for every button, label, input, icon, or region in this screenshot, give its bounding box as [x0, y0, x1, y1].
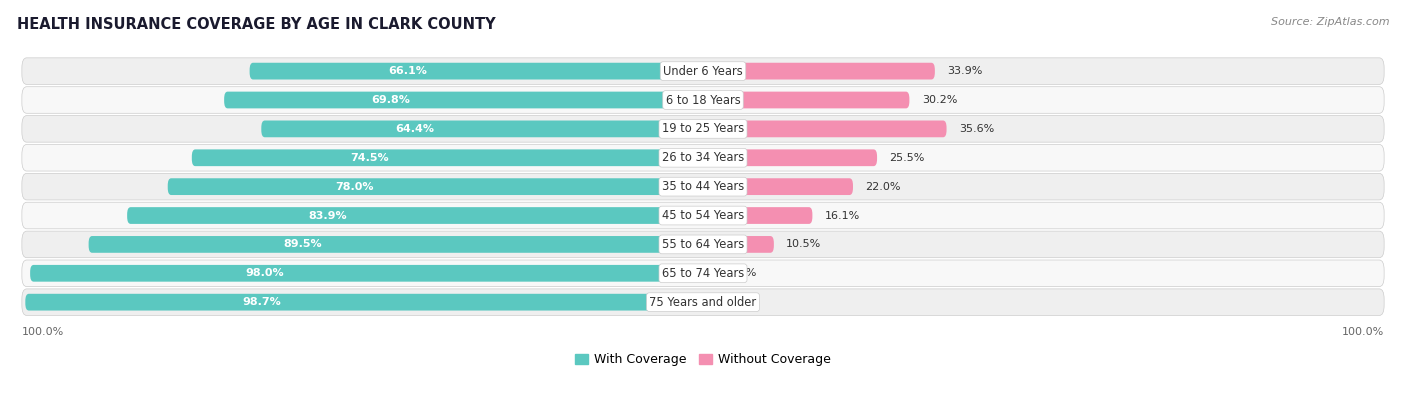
- Text: 74.5%: 74.5%: [350, 153, 389, 163]
- Text: 45 to 54 Years: 45 to 54 Years: [662, 209, 744, 222]
- FancyBboxPatch shape: [703, 265, 716, 282]
- FancyBboxPatch shape: [262, 120, 703, 137]
- FancyBboxPatch shape: [22, 87, 1384, 113]
- FancyBboxPatch shape: [703, 92, 910, 108]
- Text: 64.4%: 64.4%: [395, 124, 434, 134]
- Text: Source: ZipAtlas.com: Source: ZipAtlas.com: [1271, 17, 1389, 27]
- Text: 33.9%: 33.9%: [948, 66, 983, 76]
- FancyBboxPatch shape: [22, 58, 1384, 84]
- FancyBboxPatch shape: [22, 144, 1384, 171]
- Text: 22.0%: 22.0%: [865, 182, 901, 192]
- Text: 65 to 74 Years: 65 to 74 Years: [662, 267, 744, 280]
- Text: 35.6%: 35.6%: [959, 124, 994, 134]
- FancyBboxPatch shape: [191, 149, 703, 166]
- Text: 2.0%: 2.0%: [728, 268, 756, 278]
- Text: 1.3%: 1.3%: [723, 297, 751, 307]
- FancyBboxPatch shape: [703, 178, 853, 195]
- Text: 100.0%: 100.0%: [1341, 327, 1384, 337]
- Legend: With Coverage, Without Coverage: With Coverage, Without Coverage: [575, 354, 831, 366]
- Text: 69.8%: 69.8%: [371, 95, 411, 105]
- Text: 89.5%: 89.5%: [284, 239, 322, 249]
- FancyBboxPatch shape: [22, 173, 1384, 200]
- Text: 35 to 44 Years: 35 to 44 Years: [662, 180, 744, 193]
- Text: 66.1%: 66.1%: [388, 66, 427, 76]
- Text: 10.5%: 10.5%: [786, 239, 821, 249]
- FancyBboxPatch shape: [127, 207, 703, 224]
- Text: 19 to 25 Years: 19 to 25 Years: [662, 122, 744, 135]
- Text: 78.0%: 78.0%: [335, 182, 374, 192]
- Text: Under 6 Years: Under 6 Years: [664, 65, 742, 78]
- FancyBboxPatch shape: [250, 63, 703, 80]
- FancyBboxPatch shape: [25, 294, 703, 310]
- FancyBboxPatch shape: [703, 294, 710, 310]
- FancyBboxPatch shape: [224, 92, 703, 108]
- FancyBboxPatch shape: [22, 116, 1384, 142]
- Text: 55 to 64 Years: 55 to 64 Years: [662, 238, 744, 251]
- Text: HEALTH INSURANCE COVERAGE BY AGE IN CLARK COUNTY: HEALTH INSURANCE COVERAGE BY AGE IN CLAR…: [17, 17, 495, 32]
- FancyBboxPatch shape: [22, 231, 1384, 258]
- FancyBboxPatch shape: [167, 178, 703, 195]
- FancyBboxPatch shape: [22, 202, 1384, 229]
- FancyBboxPatch shape: [22, 260, 1384, 287]
- Text: 83.9%: 83.9%: [308, 210, 347, 220]
- Text: 98.7%: 98.7%: [242, 297, 281, 307]
- FancyBboxPatch shape: [703, 63, 935, 80]
- Text: 25.5%: 25.5%: [890, 153, 925, 163]
- FancyBboxPatch shape: [703, 149, 877, 166]
- FancyBboxPatch shape: [703, 236, 773, 253]
- Text: 30.2%: 30.2%: [922, 95, 957, 105]
- FancyBboxPatch shape: [30, 265, 703, 282]
- FancyBboxPatch shape: [89, 236, 703, 253]
- Text: 6 to 18 Years: 6 to 18 Years: [665, 93, 741, 107]
- FancyBboxPatch shape: [703, 120, 946, 137]
- Text: 75 Years and older: 75 Years and older: [650, 295, 756, 309]
- Text: 98.0%: 98.0%: [246, 268, 284, 278]
- Text: 100.0%: 100.0%: [22, 327, 65, 337]
- Text: 16.1%: 16.1%: [825, 210, 860, 220]
- Text: 26 to 34 Years: 26 to 34 Years: [662, 151, 744, 164]
- FancyBboxPatch shape: [22, 289, 1384, 315]
- FancyBboxPatch shape: [703, 207, 813, 224]
